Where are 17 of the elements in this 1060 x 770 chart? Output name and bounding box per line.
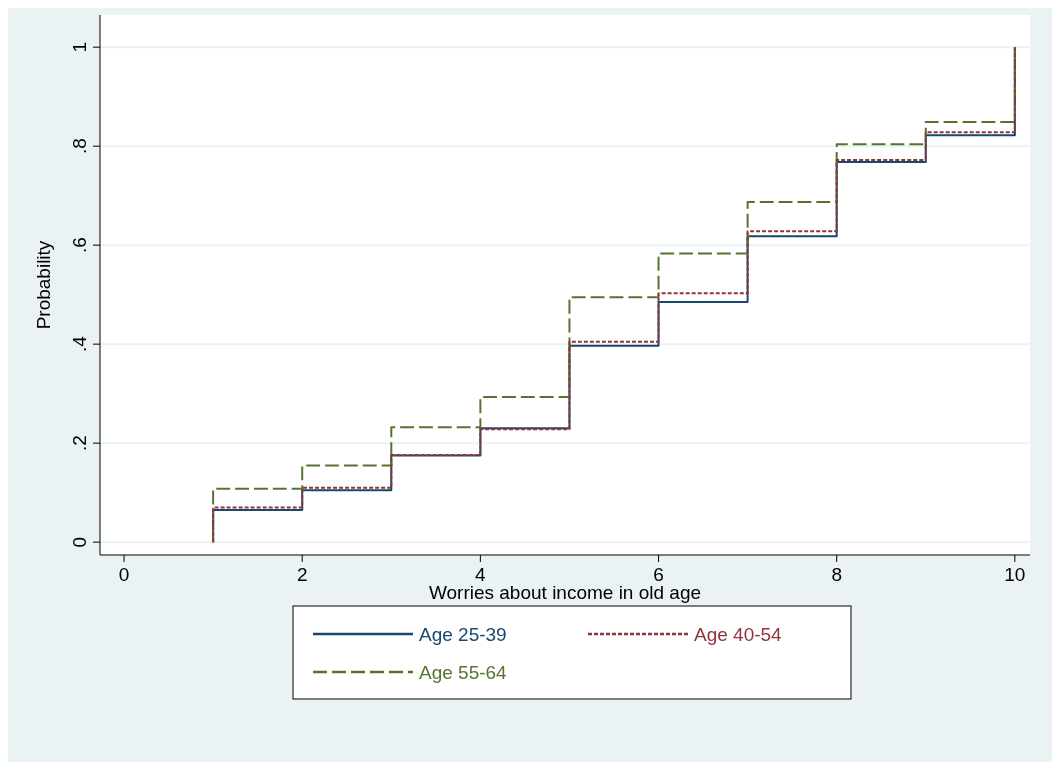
x-tick-label: 10: [1004, 564, 1026, 585]
y-tick-label: .6: [69, 237, 90, 254]
text: Age 25-39: [419, 624, 507, 645]
y-tick-label: .8: [69, 138, 90, 155]
x-tick-label: 8: [831, 564, 842, 585]
y-tick-label: .4: [69, 335, 90, 353]
text: Age 40-54: [694, 624, 783, 645]
y-tick-label: 0: [69, 536, 90, 548]
y-tick-label: 1: [69, 41, 90, 53]
x-tick-label: 0: [118, 564, 130, 585]
x-axis-title: Worries about income in old age: [428, 582, 702, 603]
y-axis-title: Probability: [33, 240, 54, 330]
x-tick-label: 4: [475, 564, 487, 585]
text: Age 55-64: [419, 662, 508, 683]
y-tick-label: .2: [69, 435, 90, 452]
x-tick-label: 2: [296, 564, 308, 585]
x-tick-label: 6: [653, 564, 664, 585]
